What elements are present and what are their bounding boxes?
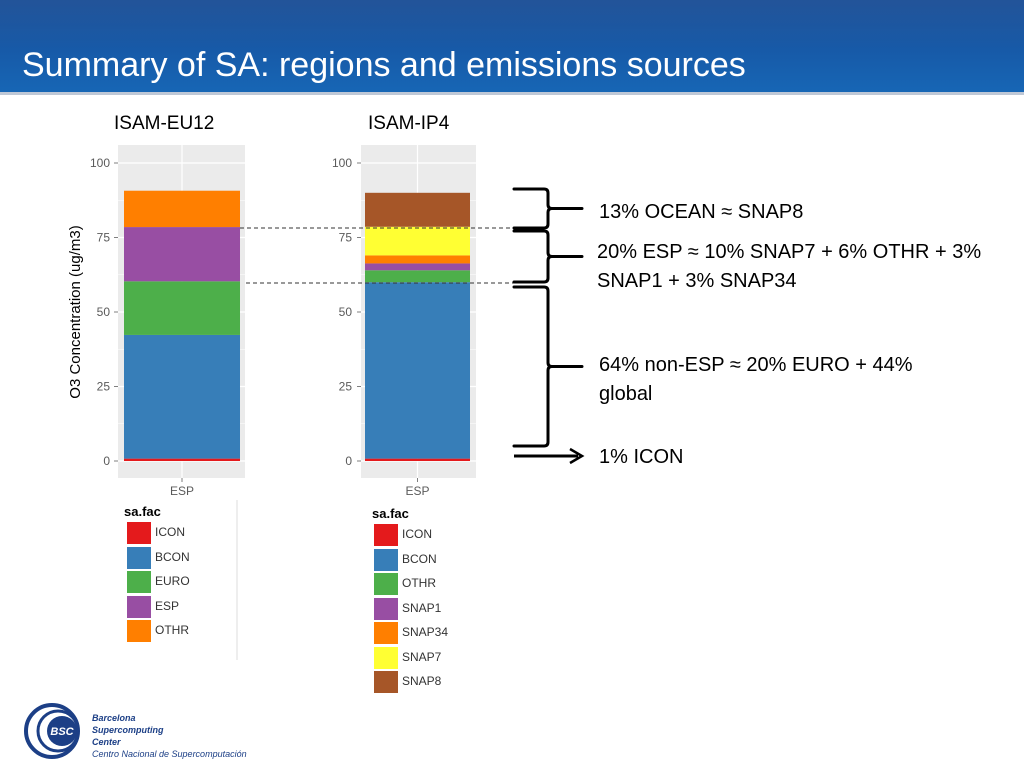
- y-tick-label: 25: [97, 380, 111, 394]
- chart-title-isam-ip4: ISAM-IP4: [368, 113, 450, 134]
- y-tick-label: 25: [339, 380, 353, 394]
- annotation-ocean: 13% OCEAN ≈ SNAP8: [599, 201, 804, 223]
- legend-label: EURO: [155, 574, 190, 588]
- legend-swatch: [374, 524, 398, 546]
- bar-segment-bcon: [365, 282, 470, 459]
- brace-ocean: [512, 187, 584, 230]
- legend-isam-eu12: sa.fac ICON BCON EURO ESP OTHR: [124, 504, 238, 660]
- bar-segment-icon: [365, 458, 470, 461]
- page-title: Summary of SA: regions and emissions sou…: [22, 46, 746, 84]
- legend-label: OTHR: [155, 623, 189, 637]
- legend-swatch: [374, 597, 398, 620]
- logo-line-3: Center: [92, 737, 121, 747]
- legend-title: sa.fac: [124, 504, 161, 519]
- legend-label: SNAP7: [402, 649, 442, 664]
- legend-label: BCON: [402, 551, 437, 566]
- legend-label: SNAP1: [402, 600, 442, 615]
- y-tick-label: 0: [103, 454, 110, 468]
- header-divider: [0, 92, 1024, 95]
- legend-label: SNAP34: [402, 625, 449, 639]
- y-tick-label: 100: [332, 156, 352, 170]
- bar-segment-icon: [124, 458, 240, 461]
- arrow-icon-head: [569, 447, 585, 465]
- logo-line-4: Centro Nacional de Supercomputación: [92, 749, 247, 759]
- legend-swatch: [127, 571, 151, 593]
- legend-label: ICON: [402, 527, 432, 541]
- bar-segment-euro: [124, 281, 240, 335]
- y-axis-title: O3 Concentration (ug/m3): [67, 225, 84, 398]
- bar-segment-snap7: [365, 226, 470, 256]
- legend-swatch: [374, 573, 398, 595]
- legend-label: BCON: [155, 549, 190, 564]
- x-tick-label: ESP: [405, 484, 429, 498]
- y-tick-label: 0: [345, 454, 352, 468]
- annotation-non-esp: 64% non-ESP ≈ 20% EURO + 44% global: [599, 354, 913, 405]
- bar-segment-snap34: [365, 255, 470, 264]
- bar-segment-esp: [124, 227, 240, 282]
- logo-line-2: Supercomputing: [92, 725, 164, 735]
- bsc-logo: BSC: [24, 703, 80, 759]
- brace-esp: [512, 229, 584, 284]
- legend-swatch: [127, 595, 151, 618]
- legend-swatch: [374, 646, 398, 669]
- legend-label: OTHR: [402, 576, 436, 590]
- bsc-logo-text: Barcelona Supercomputing Center Centro N…: [92, 712, 247, 760]
- legend-swatch: [374, 548, 398, 571]
- legend-swatch: [374, 622, 398, 644]
- y-tick-label: 100: [90, 156, 110, 170]
- y-tick-label: 50: [97, 305, 111, 319]
- x-tick-label: ESP: [170, 484, 194, 498]
- y-tick-label: 50: [339, 305, 353, 319]
- bar-segment-othr: [365, 270, 470, 283]
- header-bar: [0, 0, 1024, 92]
- bar-segment-snap1: [365, 263, 470, 271]
- legend-swatch: [374, 671, 398, 693]
- legend-title: sa.fac: [372, 506, 409, 521]
- bar-segment-othr: [124, 190, 240, 228]
- legend-swatch: [127, 620, 151, 642]
- legend-swatch: [127, 522, 151, 544]
- legend-label: ICON: [155, 525, 185, 539]
- y-tick-label: 75: [97, 231, 111, 245]
- annotation-icon: 1% ICON: [599, 446, 684, 468]
- y-tick-label: 75: [339, 231, 353, 245]
- bar-segment-bcon: [124, 334, 240, 459]
- chart-title-isam-eu12: ISAM-EU12: [114, 113, 215, 134]
- legend-label: ESP: [155, 598, 180, 613]
- bar-segment-snap8: [365, 192, 470, 227]
- logo-badge: BSC: [50, 726, 74, 738]
- legend-isam-ip4: sa.fac ICON BCON OTHR SNAP1 SNAP34 SNAP7 SNAP8: [370, 506, 484, 700]
- legend-swatch: [127, 546, 151, 569]
- legend-label: SNAP8: [402, 674, 442, 688]
- annotation-esp: 20% ESP ≈ 10% SNAP7 + 6% OTHR + 3% SNAP1…: [597, 241, 982, 292]
- logo-line-1: Barcelona: [92, 713, 136, 723]
- brace-non-esp: [512, 285, 584, 448]
